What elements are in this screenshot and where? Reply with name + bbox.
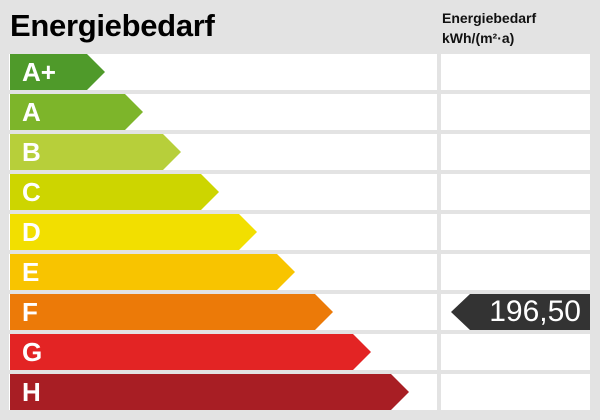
- class-arrow-b: B: [10, 134, 181, 170]
- class-arrow-a-plus: A+: [10, 54, 105, 90]
- column-header-unit: kWh/(m²·a): [442, 30, 515, 46]
- class-arrow-f: F: [10, 294, 333, 330]
- class-arrow-h: H: [10, 374, 409, 410]
- column-header: Energiebedarf kWh/(m²·a): [442, 8, 536, 48]
- value-cell: [441, 214, 590, 250]
- value-cell: [441, 334, 590, 370]
- class-arrow-e: E: [10, 254, 295, 290]
- value-cell: [441, 254, 590, 290]
- value-cell: [441, 54, 590, 90]
- class-arrow-g: G: [10, 334, 371, 370]
- class-arrow-c: C: [10, 174, 219, 210]
- page-title: Energiebedarf: [10, 8, 215, 43]
- value-cell: [441, 174, 590, 210]
- column-header-label: Energiebedarf: [442, 10, 537, 26]
- value-marker: 196,50: [451, 294, 590, 330]
- class-arrow-a: A: [10, 94, 143, 130]
- value-cell: [441, 134, 590, 170]
- value-cell: [441, 374, 590, 410]
- class-arrow-d: D: [10, 214, 257, 250]
- value-cell: [441, 94, 590, 130]
